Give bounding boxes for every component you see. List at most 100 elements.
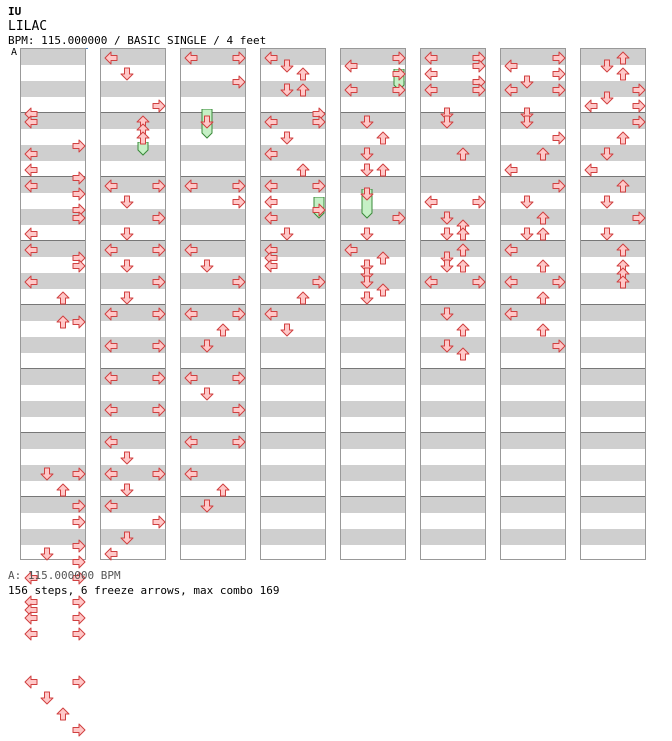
measure-line [581,304,645,305]
beat-band [421,369,485,385]
beat-band [421,433,485,449]
beat-band [501,177,565,193]
step-arrow-down [120,194,134,209]
measure-line [261,240,325,241]
step-arrow-up [216,322,230,337]
step-arrow-right [632,98,646,113]
step-arrow-right [632,210,646,225]
beat-band [501,401,565,417]
beat-band [341,145,405,161]
measure-line [341,496,405,497]
step-arrow-right [232,274,246,289]
beat-band [581,273,645,289]
step-arrow-down [280,226,294,241]
step-arrow-right [72,538,86,553]
measure-line [261,496,325,497]
beat-band [341,113,405,129]
beat-band [341,209,405,225]
beat-band [501,113,565,129]
beat-band [421,497,485,513]
beat-band [581,241,645,257]
step-arrow-up [536,210,550,225]
step-arrow-left [264,178,278,193]
step-arrow-right [152,466,166,481]
measure-line [181,176,245,177]
step-arrow-right [72,138,86,153]
measure-line [21,432,85,433]
beat-band [181,81,245,97]
beat-band [421,209,485,225]
beat-band [261,369,325,385]
chart-column-1 [20,48,86,737]
beat-band [581,113,645,129]
step-arrow-up [616,178,630,193]
step-arrow-right [152,274,166,289]
measure-line [101,496,165,497]
measure-line [21,304,85,305]
step-arrow-up [56,482,70,497]
measure-line [181,496,245,497]
step-arrow-up [536,322,550,337]
step-arrow-down [360,114,374,129]
step-arrow-left [504,274,518,289]
measure-line [21,176,85,177]
step-arrow-down [600,90,614,105]
step-arrow-left [104,402,118,417]
step-arrow-right [392,66,406,81]
measure-line [261,176,325,177]
step-arrow-right [72,570,86,585]
step-arrow-right [152,306,166,321]
step-arrow-down [120,530,134,545]
beat-band [261,337,325,353]
measure-line [261,432,325,433]
beat-band [501,49,565,65]
chart-column-5 [340,48,406,560]
step-arrow-down [360,146,374,161]
beat-band [261,273,325,289]
beat-band [341,369,405,385]
beat-band [261,433,325,449]
beat-band [501,433,565,449]
measure-line [501,496,565,497]
beat-band [501,529,565,545]
step-arrow-down [360,162,374,177]
step-arrow-left [264,210,278,225]
step-arrow-left [424,66,438,81]
measure-line [501,432,565,433]
beat-band [101,273,165,289]
measure-line [341,432,405,433]
step-arrow-up [56,290,70,305]
measure-line [581,240,645,241]
step-arrow-left [264,146,278,161]
step-arrow-left [184,50,198,65]
step-arrow-right [72,258,86,273]
measure-line [181,112,245,113]
step-arrow-down [520,226,534,241]
beat-band [21,81,85,97]
beat-band [21,529,85,545]
step-arrow-right [552,274,566,289]
step-arrow-right [312,178,326,193]
beat-band [21,465,85,481]
beat-band [581,497,645,513]
beat-band [421,401,485,417]
step-arrow-up [296,82,310,97]
step-arrow-left [344,242,358,257]
step-arrow-down [280,82,294,97]
step-arrow-down [120,66,134,81]
measure-line [101,368,165,369]
step-arrow-up [376,250,390,265]
step-arrow-left [424,82,438,97]
step-arrow-left [24,178,38,193]
step-arrow-right [72,186,86,201]
measure-line [341,368,405,369]
measure-line [421,240,485,241]
step-arrow-left [24,146,38,161]
step-arrow-down [360,186,374,201]
step-arrow-left [344,58,358,73]
step-arrow-down [280,58,294,73]
chart-column-3 [180,48,246,560]
step-arrow-right [152,178,166,193]
step-arrow-right [232,178,246,193]
step-arrow-right [392,210,406,225]
